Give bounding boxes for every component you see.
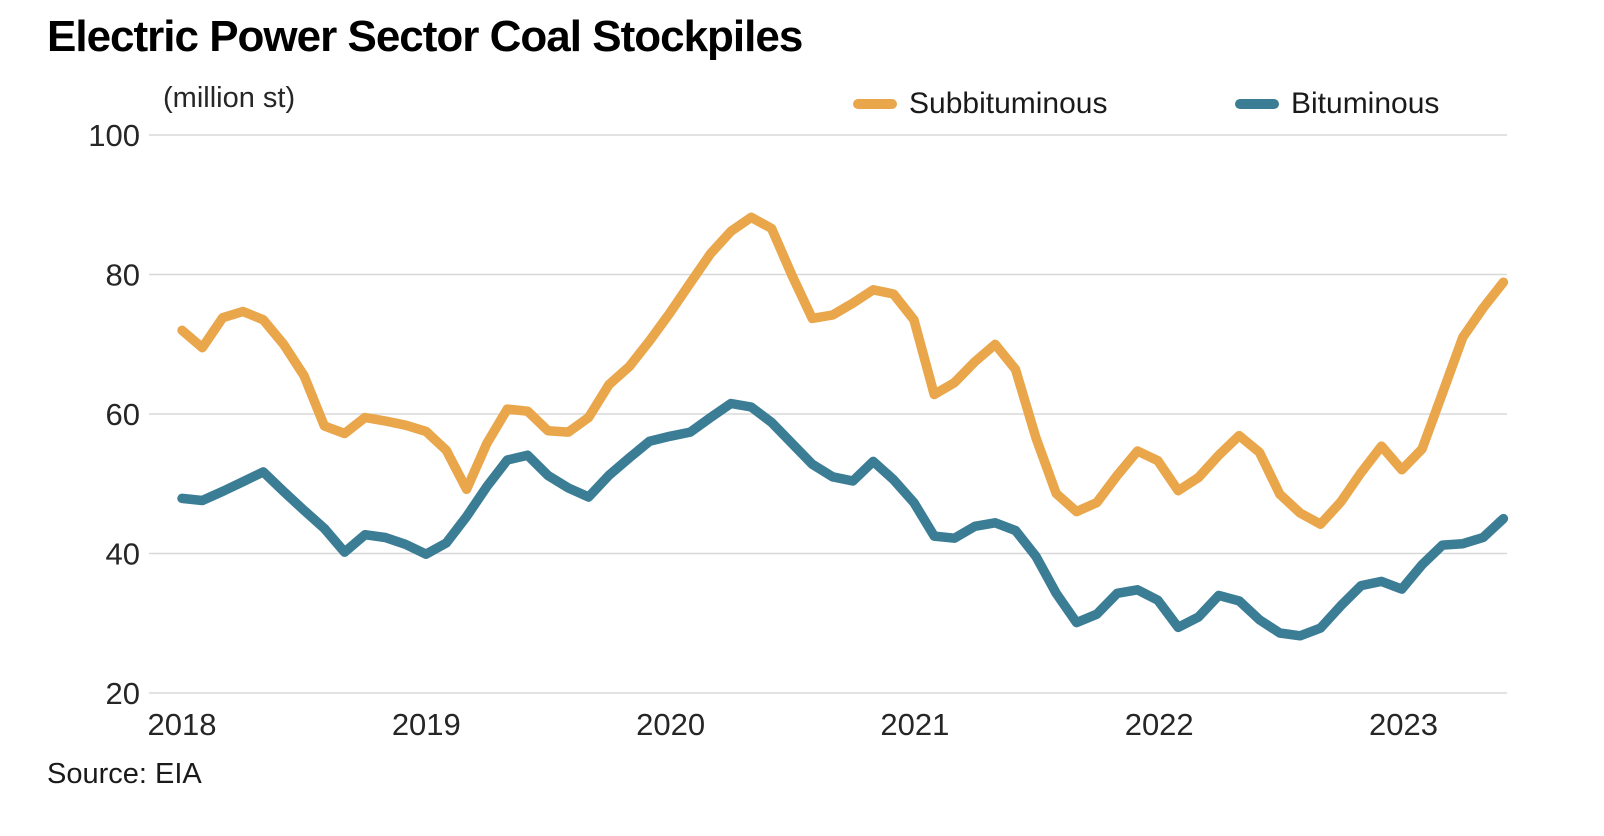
source-note: Source: EIA bbox=[47, 758, 202, 790]
subbituminous-line bbox=[177, 212, 1509, 529]
x-tick-2018: 2018 bbox=[148, 707, 217, 742]
subbituminous-swatch-icon bbox=[853, 99, 897, 109]
legend: Subbituminous Bituminous bbox=[0, 87, 1604, 123]
legend-label-subbituminous: Subbituminous bbox=[909, 87, 1108, 120]
y-tick-100: 100 bbox=[88, 118, 140, 153]
chart-title: Electric Power Sector Coal Stockpiles bbox=[47, 12, 803, 61]
bituminous-line bbox=[177, 398, 1509, 641]
y-tick-40: 40 bbox=[106, 537, 140, 572]
x-tick-2022: 2022 bbox=[1125, 707, 1194, 742]
legend-item-subbituminous: Subbituminous bbox=[853, 87, 1107, 121]
y-tick-20: 20 bbox=[106, 676, 140, 711]
legend-item-bituminous: Bituminous bbox=[1235, 87, 1439, 121]
legend-label-bituminous: Bituminous bbox=[1291, 87, 1440, 120]
y-tick-80: 80 bbox=[106, 258, 140, 293]
x-tick-2021: 2021 bbox=[880, 707, 949, 742]
x-tick-2023: 2023 bbox=[1369, 707, 1438, 742]
bituminous-swatch-icon bbox=[1235, 99, 1279, 109]
x-tick-2019: 2019 bbox=[392, 707, 461, 742]
unit-label: (million st) bbox=[163, 82, 296, 114]
y-tick-60: 60 bbox=[106, 397, 140, 432]
x-tick-2020: 2020 bbox=[636, 707, 705, 742]
